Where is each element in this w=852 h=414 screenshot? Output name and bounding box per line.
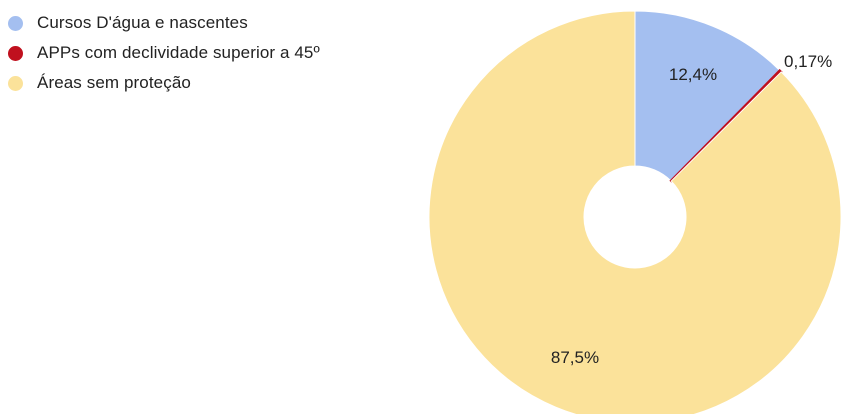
chart-legend: Cursos D'água e nascentes APPs com decli… — [8, 8, 320, 98]
legend-item-cursos-dagua: Cursos D'água e nascentes — [8, 8, 320, 38]
legend-label-cursos-dagua: Cursos D'água e nascentes — [37, 13, 248, 32]
legend-label-areas-sem-protecao: Áreas sem proteção — [37, 73, 191, 92]
slice-value-label-areas-sem-protecao: 87,5% — [551, 348, 599, 367]
pie-slice-areas-sem-protecao — [428, 10, 842, 414]
slice-value-label-apps-com-declividade-superior-a-45: 0,17% — [784, 52, 832, 71]
legend-label-apps-declividade: APPs com declividade superior a 45º — [37, 43, 320, 62]
pie-slice-cursos-d-agua-e-nascentes — [634, 10, 781, 182]
legend-item-areas-sem-protecao: Áreas sem proteção — [8, 68, 320, 98]
slice-value-label-cursos-d-agua-e-nascentes: 12,4% — [669, 65, 717, 84]
legend-item-apps-declividade: APPs com declividade superior a 45º — [8, 38, 320, 68]
legend-swatch-apps-declividade — [8, 45, 23, 61]
legend-swatch-cursos-dagua — [8, 15, 23, 31]
legend-swatch-areas-sem-protecao — [8, 75, 23, 91]
